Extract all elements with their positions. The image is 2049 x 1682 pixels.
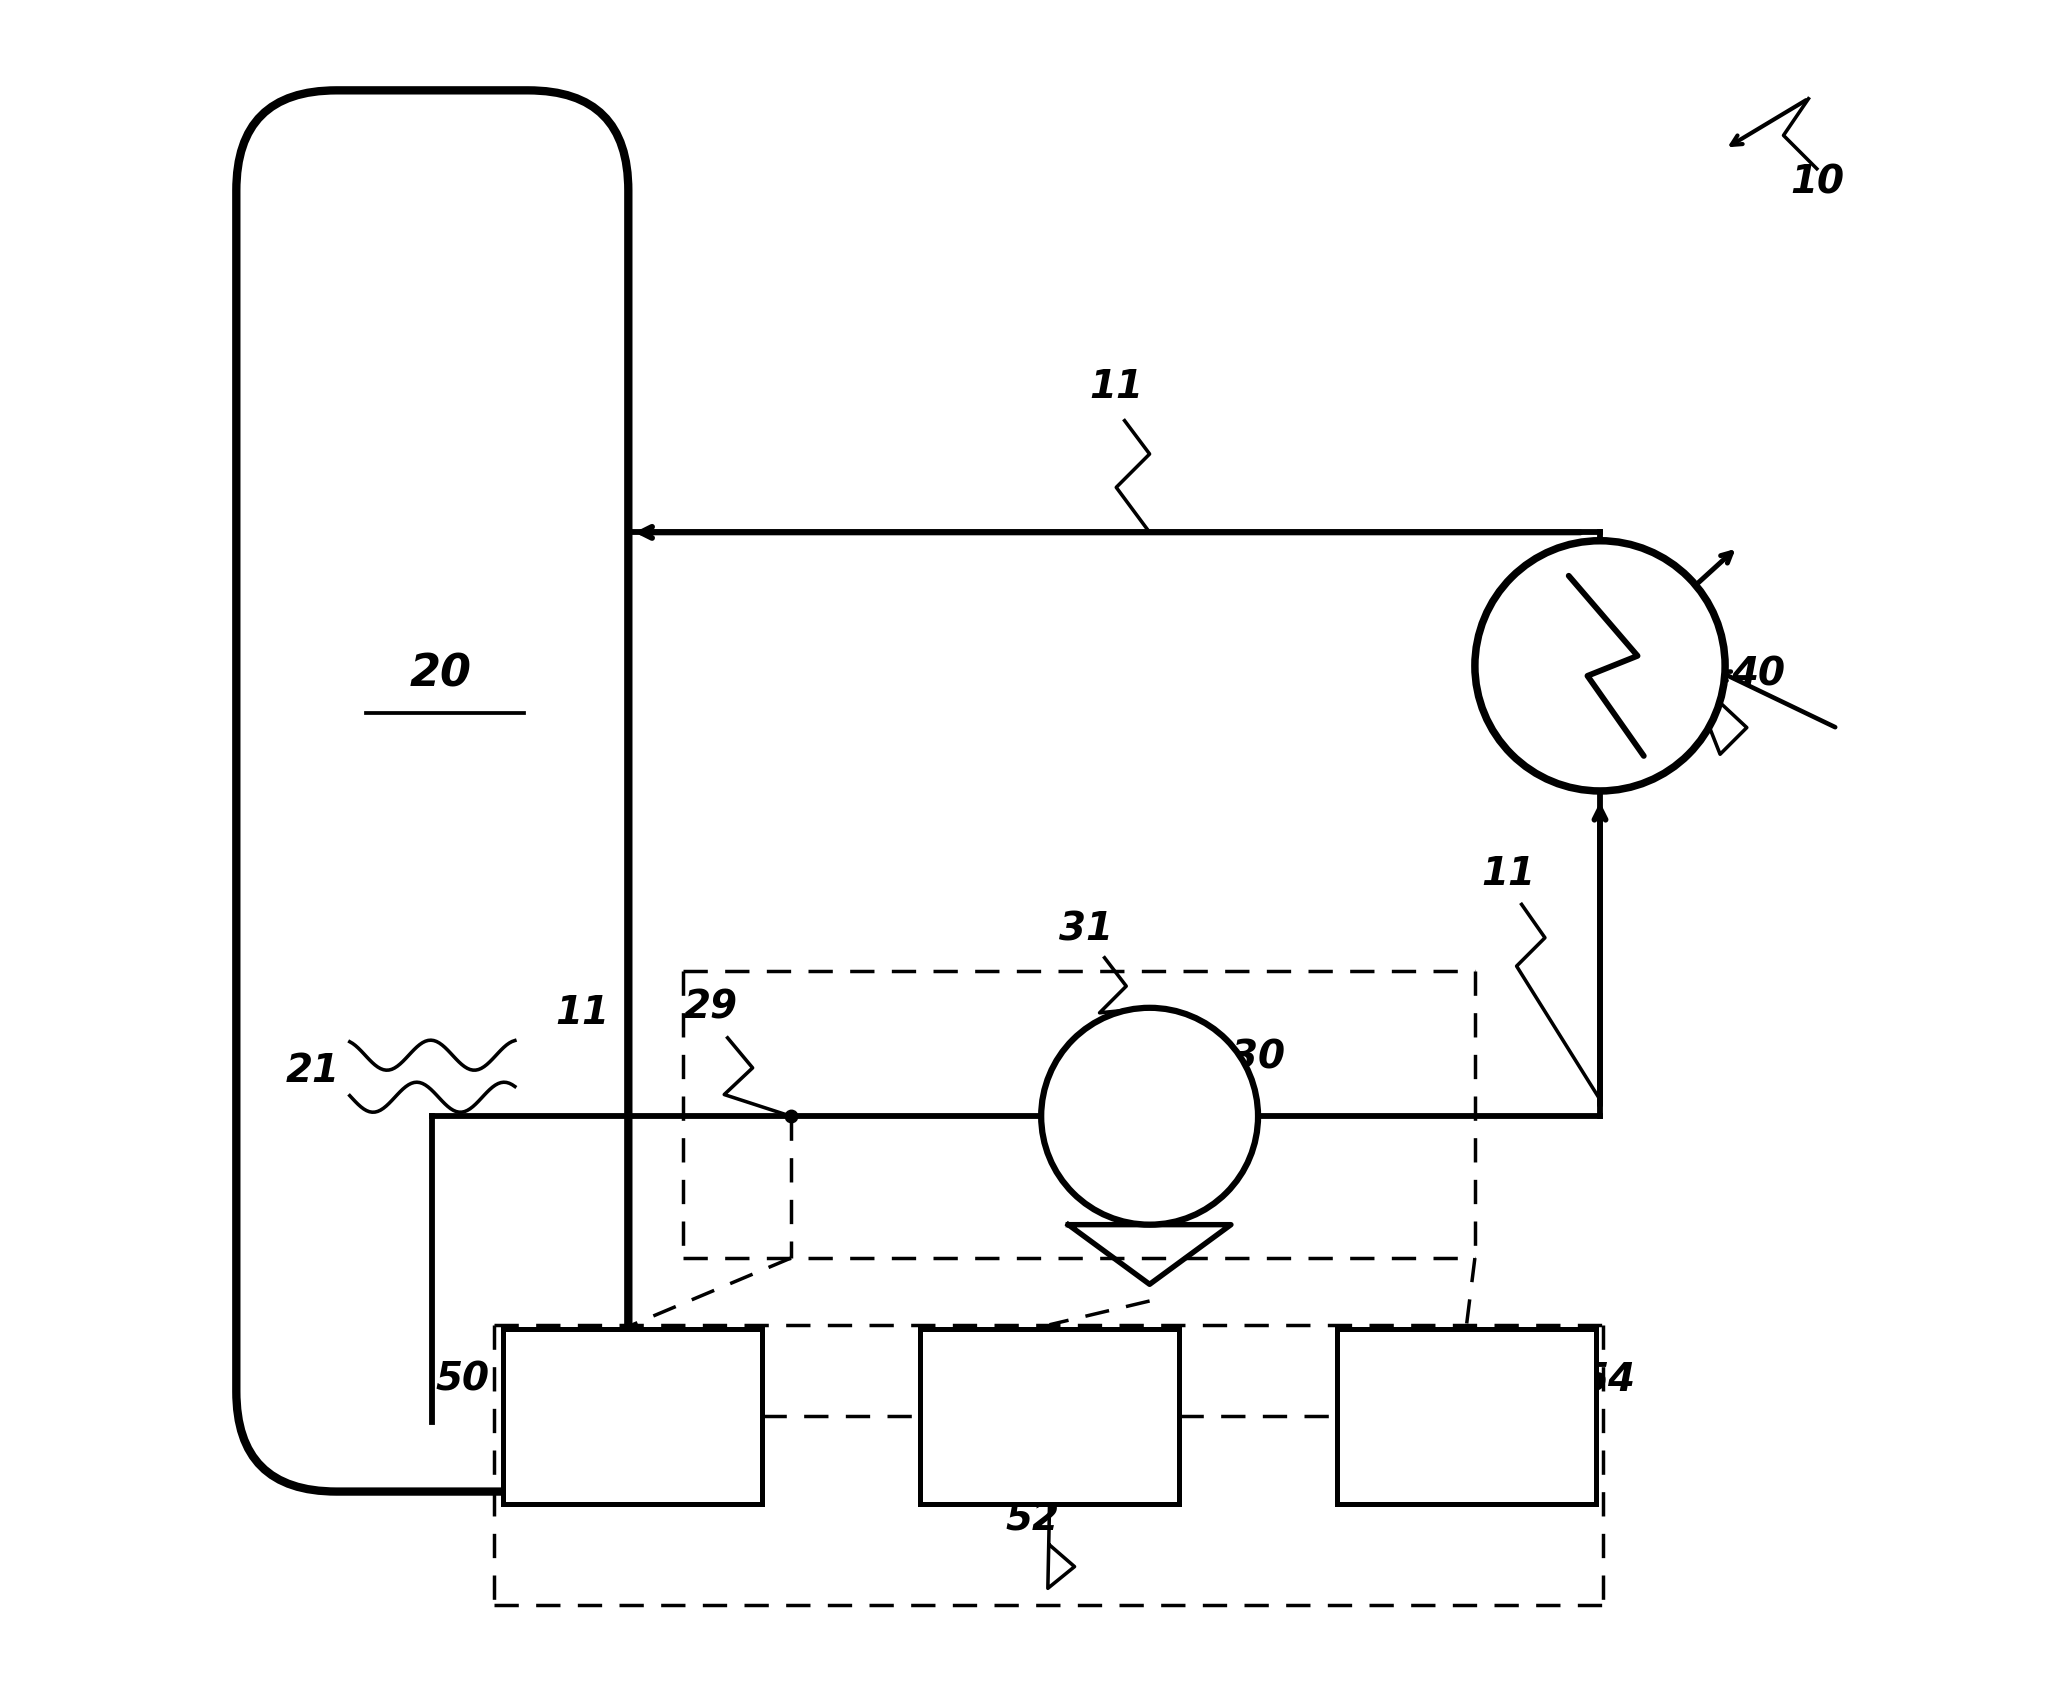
Bar	[1338, 1329, 1596, 1504]
Text: 11: 11	[555, 994, 609, 1031]
Text: 50: 50	[434, 1361, 490, 1399]
Text: 11: 11	[1090, 368, 1143, 407]
Text: 54: 54	[1582, 1361, 1635, 1399]
Text: 31: 31	[1059, 910, 1113, 949]
Text: 29: 29	[684, 989, 738, 1026]
Circle shape	[1041, 1008, 1258, 1224]
Text: 30: 30	[1231, 1039, 1285, 1076]
Text: 40: 40	[1731, 656, 1785, 693]
Bar	[504, 1329, 762, 1504]
Text: 10: 10	[1791, 163, 1844, 202]
Circle shape	[1475, 540, 1725, 791]
FancyBboxPatch shape	[236, 91, 629, 1492]
Text: 21: 21	[285, 1053, 340, 1090]
Text: 20: 20	[410, 653, 471, 696]
Text: 11: 11	[1481, 856, 1535, 893]
Bar	[920, 1329, 1178, 1504]
Text: 52: 52	[1006, 1500, 1059, 1539]
